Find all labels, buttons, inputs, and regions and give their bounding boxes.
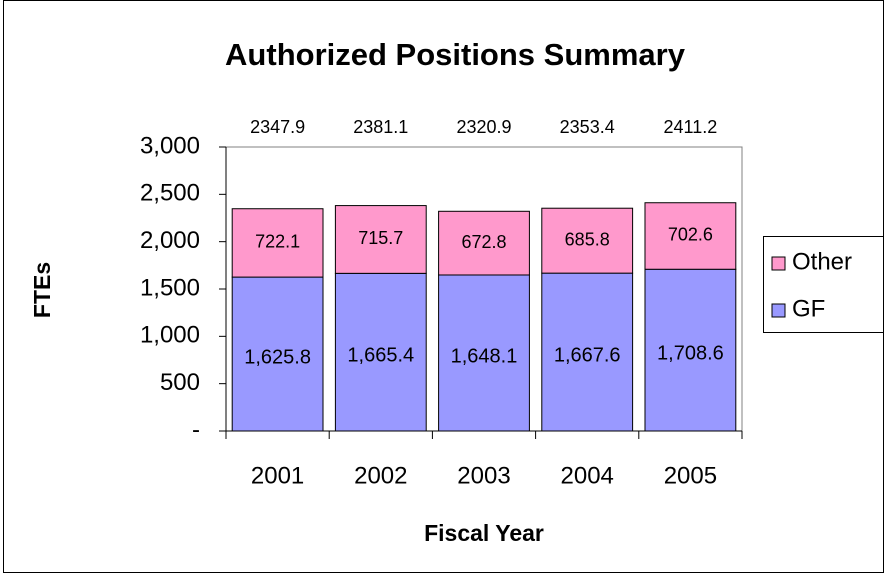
bar-segment	[644, 202, 737, 270]
y-tick-label: 500	[160, 369, 200, 396]
total-label: 2320.9	[456, 117, 511, 137]
x-tick-label: 2004	[561, 462, 614, 489]
data-label: 1,708.6	[657, 342, 724, 364]
y-axis-title: FTEs	[29, 262, 55, 318]
bar-segment	[231, 276, 324, 432]
chart-title: Authorized Positions Summary	[225, 37, 686, 72]
legend-swatch	[771, 256, 786, 271]
bar-segment	[334, 205, 427, 274]
y-tick-label: 1,500	[140, 274, 200, 301]
bar-segment	[438, 274, 530, 432]
data-label: 672.8	[461, 232, 506, 252]
data-label: 1,648.1	[451, 345, 518, 367]
y-tick-label: 3,000	[140, 132, 200, 159]
data-label: 702.6	[668, 225, 713, 245]
legend-label: GF	[792, 295, 825, 322]
legend-swatch	[771, 303, 786, 318]
total-label: 2353.4	[560, 117, 615, 137]
y-tick-label: 1,000	[140, 322, 200, 349]
total-label: 2381.1	[353, 117, 408, 137]
data-label: 685.8	[565, 229, 610, 249]
bar-segment	[334, 272, 427, 432]
data-label: 715.7	[358, 228, 403, 248]
total-label: 2411.2	[664, 117, 718, 137]
x-tick-label: 2003	[457, 462, 510, 489]
legend-label: Other	[792, 248, 852, 275]
total-label: 2347.9	[250, 117, 305, 137]
bar-segment	[541, 272, 634, 432]
x-tick-label: 2005	[664, 462, 717, 489]
data-label: 1,625.8	[244, 346, 311, 368]
y-tick-label: -	[192, 416, 200, 443]
x-tick-label: 2001	[251, 462, 304, 489]
x-tick-label: 2002	[354, 462, 407, 489]
data-label: 722.1	[255, 232, 300, 252]
y-tick-label: 2,500	[140, 180, 200, 207]
data-label: 1,665.4	[347, 344, 414, 366]
bar-segment	[541, 207, 634, 274]
y-tick-label: 2,000	[140, 227, 200, 254]
data-label: 1,667.6	[554, 344, 621, 366]
bar-segment	[438, 210, 530, 276]
x-axis-title: Fiscal Year	[424, 520, 544, 546]
bar-segment	[231, 208, 324, 278]
bar-segment	[644, 268, 737, 432]
